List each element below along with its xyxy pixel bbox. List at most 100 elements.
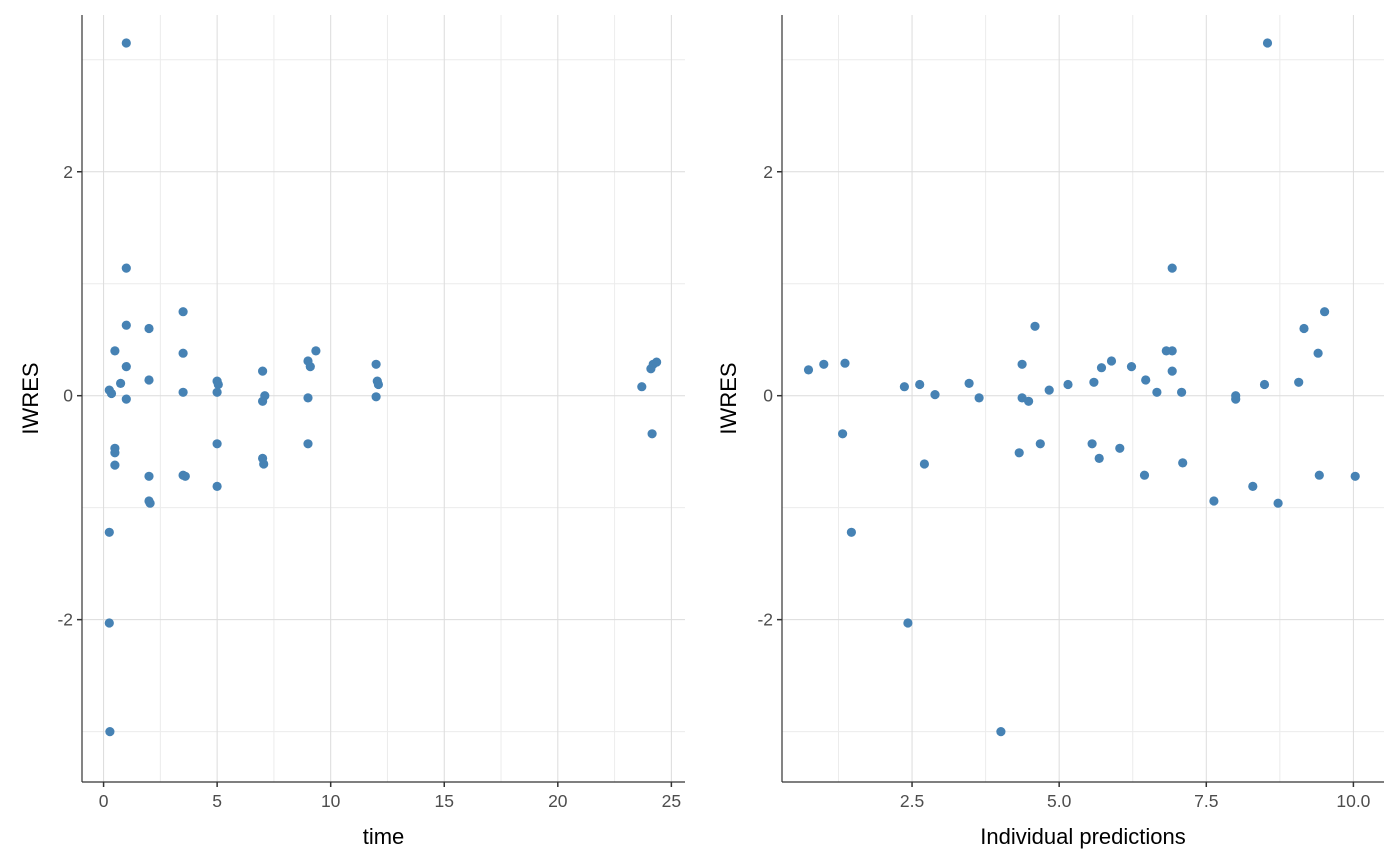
- x-tick-label: 20: [548, 791, 568, 811]
- data-point: [213, 379, 223, 390]
- x-tick-label: 25: [662, 791, 681, 811]
- scatter-panel-individual-predictions: 2.5 5.0 7.5 10.0 -2 0 2 Individual predictions I…: [716, 15, 1384, 849]
- data-point: [652, 357, 662, 367]
- data-point: [1209, 496, 1219, 506]
- data-point: [258, 366, 268, 376]
- data-point: [305, 362, 315, 372]
- data-point: [116, 378, 126, 388]
- data-point: [1262, 38, 1273, 48]
- data-point: [974, 393, 984, 403]
- x-tick-label: 10: [321, 791, 341, 811]
- data-point: [121, 38, 131, 48]
- data-point: [1167, 263, 1177, 273]
- data-point: [212, 387, 222, 397]
- data-point: [1141, 375, 1151, 385]
- data-point: [1044, 385, 1054, 395]
- y-tick-label: 0: [63, 386, 73, 406]
- data-point: [105, 727, 115, 737]
- data-point: [110, 460, 120, 470]
- data-point: [106, 388, 117, 399]
- data-point: [1094, 453, 1104, 463]
- y-tick-label: -2: [57, 610, 73, 630]
- data-point: [1089, 377, 1099, 387]
- data-point: [1126, 362, 1137, 372]
- data-point: [899, 382, 910, 392]
- data-point: [371, 392, 381, 402]
- data-point: [1167, 346, 1177, 356]
- y-tick-label: -2: [757, 610, 773, 630]
- data-point: [1231, 394, 1241, 404]
- data-point: [996, 727, 1006, 737]
- data-point: [1106, 356, 1117, 366]
- data-point: [1087, 439, 1097, 449]
- x-tick-label: 2.5: [900, 791, 924, 811]
- data-point: [144, 375, 154, 385]
- data-point: [259, 459, 269, 469]
- data-point: [110, 448, 120, 458]
- data-point: [803, 365, 814, 375]
- data-point: [930, 390, 940, 400]
- data-point: [178, 387, 188, 397]
- data-point: [647, 429, 657, 439]
- data-point: [1115, 443, 1125, 453]
- x-tick-label: 5.0: [1047, 791, 1072, 811]
- data-point: [1167, 366, 1177, 376]
- data-point: [1273, 498, 1283, 508]
- x-axis-title: Individual predictions: [980, 824, 1185, 849]
- data-point: [903, 618, 913, 628]
- data-point: [212, 481, 222, 491]
- data-point: [1024, 396, 1034, 406]
- y-tick-label: 2: [763, 162, 773, 182]
- data-point: [121, 320, 131, 330]
- data-point: [121, 362, 131, 372]
- data-point: [838, 429, 848, 439]
- data-point: [180, 471, 190, 481]
- data-point: [311, 346, 321, 356]
- y-axis-title: IWRES: [18, 362, 43, 434]
- data-point: [104, 527, 114, 537]
- x-tick-label: 5: [212, 791, 222, 811]
- y-tick-label: 2: [63, 162, 73, 182]
- data-point: [303, 393, 313, 403]
- data-point: [145, 498, 155, 508]
- data-point: [1313, 348, 1323, 358]
- data-point: [1017, 359, 1027, 369]
- data-point: [1177, 387, 1187, 397]
- data-point: [178, 307, 188, 317]
- x-tick-label: 7.5: [1194, 791, 1218, 811]
- x-tick-label: 0: [99, 791, 109, 811]
- data-point: [144, 471, 154, 481]
- data-point: [212, 439, 222, 449]
- data-point: [1139, 470, 1150, 480]
- data-point: [1248, 481, 1258, 491]
- scatter-panel-time: 0 5 10 15 20 25 -2 0 2 time IWRES: [18, 15, 685, 849]
- data-point: [373, 379, 383, 390]
- data-point: [1320, 307, 1330, 317]
- data-point: [915, 379, 925, 390]
- data-point: [1350, 471, 1360, 481]
- data-point: [1030, 321, 1040, 331]
- data-point: [1063, 379, 1073, 390]
- data-point: [919, 459, 930, 469]
- data-point: [1294, 377, 1304, 387]
- data-point: [303, 439, 313, 449]
- data-point: [1259, 379, 1270, 390]
- data-point: [964, 378, 974, 388]
- data-point: [1152, 387, 1162, 397]
- data-point: [104, 618, 114, 628]
- x-tick-label: 10.0: [1336, 791, 1370, 811]
- data-point: [840, 358, 850, 368]
- data-point: [1014, 448, 1024, 458]
- data-point: [144, 323, 154, 334]
- data-point: [1314, 470, 1324, 480]
- data-point: [1178, 458, 1188, 468]
- y-tick-label: 0: [763, 386, 773, 406]
- data-point: [1035, 439, 1045, 449]
- x-tick-label: 15: [435, 791, 454, 811]
- data-point: [121, 263, 131, 273]
- y-axis-title: IWRES: [716, 362, 741, 434]
- data-point: [121, 394, 131, 404]
- data-point: [819, 359, 829, 369]
- data-point: [637, 382, 647, 392]
